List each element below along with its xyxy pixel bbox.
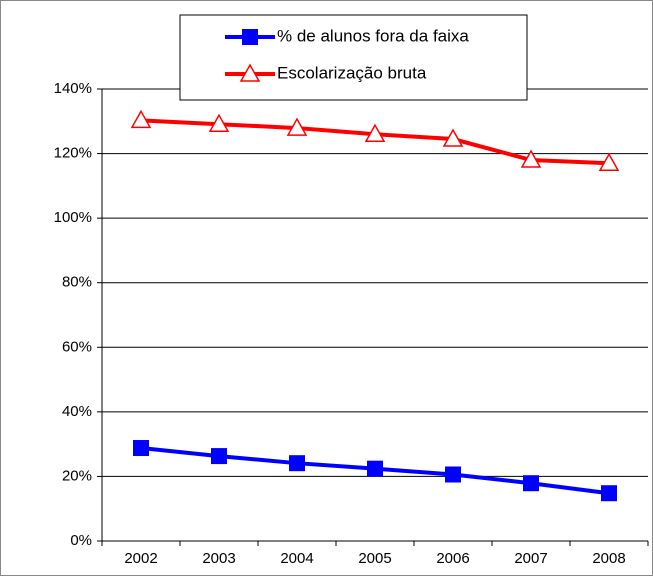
x-tick-label: 2005 <box>358 550 391 567</box>
marker <box>445 466 461 483</box>
marker <box>130 109 152 129</box>
marker <box>208 113 230 132</box>
x-tick-label: 2006 <box>436 550 469 567</box>
marker <box>242 29 258 45</box>
x-tick-label: 2008 <box>592 550 625 567</box>
y-tick-label: 0% <box>70 532 92 549</box>
marker <box>367 460 383 477</box>
legend-label: Escolarização bruta <box>277 63 427 82</box>
marker <box>523 475 539 492</box>
y-tick-label: 80% <box>62 274 92 291</box>
y-tick-label: 20% <box>62 467 92 484</box>
marker <box>598 152 620 172</box>
marker <box>520 149 542 168</box>
marker <box>364 123 386 142</box>
marker <box>211 448 227 465</box>
legend-box <box>179 14 528 101</box>
x-tick-label: 2004 <box>280 550 313 567</box>
x-tick-label: 2003 <box>202 550 235 567</box>
x-tick-label: 2007 <box>514 550 547 567</box>
marker <box>442 128 464 147</box>
marker <box>239 63 261 82</box>
y-tick-label: 40% <box>62 403 92 420</box>
marker <box>286 117 308 136</box>
y-tick-label: 100% <box>54 209 92 226</box>
y-tick-label: 120% <box>54 145 92 162</box>
y-tick-label: 140% <box>54 80 92 97</box>
marker <box>289 455 305 472</box>
legend-label: % de alunos fora da faixa <box>277 26 469 45</box>
x-tick-label: 2002 <box>124 550 157 567</box>
y-tick-label: 60% <box>62 338 92 355</box>
marker <box>601 485 617 502</box>
marker <box>133 440 149 457</box>
